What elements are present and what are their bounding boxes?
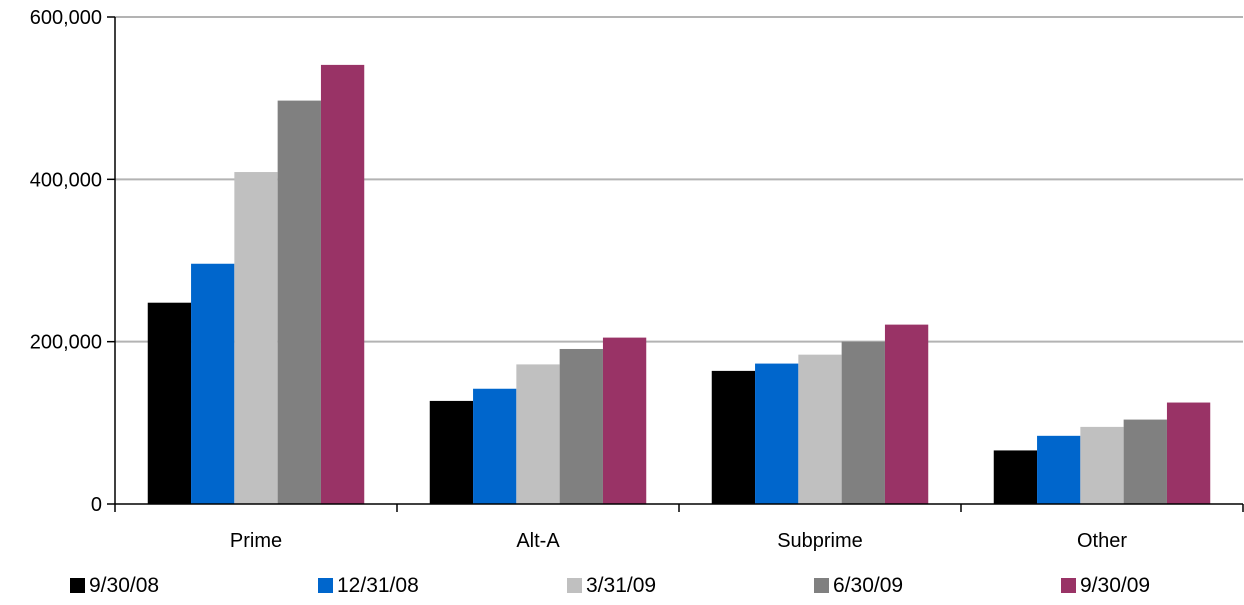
bars	[147, 64, 1211, 505]
legend-label: 6/30/09	[833, 574, 903, 597]
x-tick-label: Other	[1077, 530, 1127, 552]
legend-swatch	[814, 578, 829, 593]
x-tick-label: Prime	[230, 530, 282, 552]
bar-prime-9-30-09	[320, 64, 365, 504]
y-tick-label: 200,000	[30, 332, 102, 354]
legend-label: 3/31/09	[586, 574, 656, 597]
legend-label: 12/31/08	[337, 574, 419, 597]
x-axis-ticks: Prime Alt-A Subprime Other	[114, 504, 1244, 552]
bar-subprime-3-31-09	[798, 354, 842, 504]
bar-prime-12-31-08	[191, 263, 235, 504]
legend-swatch	[567, 578, 582, 593]
bar-prime-6-30-09	[277, 100, 321, 504]
bar-alt-a-12-31-08	[473, 388, 517, 504]
y-tick-label: 0	[91, 494, 102, 516]
bar-other-9-30-08	[993, 450, 1038, 504]
legend: 9/30/08 12/31/08 3/31/09 6/30/09 9/30/09	[70, 574, 1150, 597]
bar-subprime-12-31-08	[755, 363, 799, 504]
x-tick-label: Subprime	[777, 530, 863, 552]
y-axis-ticks: 0 200,000 400,000 600,000	[30, 7, 115, 516]
bar-subprime-6-30-09	[841, 341, 885, 504]
legend-label: 9/30/08	[89, 574, 159, 597]
y-tick-label: 600,000	[30, 7, 102, 29]
bar-alt-a-9-30-08	[429, 400, 474, 504]
bar-prime-3-31-09	[234, 172, 278, 505]
bar-other-3-31-09	[1080, 426, 1124, 504]
y-tick-label: 400,000	[30, 169, 102, 191]
legend-swatch	[1061, 578, 1076, 593]
bar-subprime-9-30-08	[711, 370, 756, 504]
bar-other-9-30-09	[1166, 402, 1211, 504]
bar-prime-9-30-08	[147, 302, 192, 504]
legend-swatch	[318, 578, 333, 593]
legend-label: 9/30/09	[1080, 574, 1150, 597]
bar-subprime-9-30-09	[884, 324, 929, 504]
bar-other-12-31-08	[1037, 435, 1081, 504]
bar-alt-a-9-30-09	[602, 337, 647, 504]
bar-alt-a-3-31-09	[516, 364, 560, 504]
bar-alt-a-6-30-09	[559, 348, 603, 504]
x-tick-label: Alt-A	[516, 530, 560, 552]
bar-other-6-30-09	[1123, 419, 1167, 504]
legend-swatch	[70, 578, 85, 593]
